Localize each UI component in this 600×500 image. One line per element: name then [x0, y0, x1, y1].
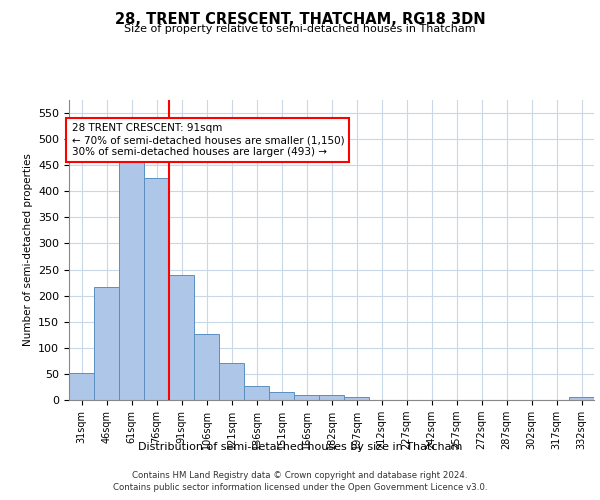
Text: Distribution of semi-detached houses by size in Thatcham: Distribution of semi-detached houses by … — [138, 442, 462, 452]
Bar — [69, 373, 94, 400]
Bar — [219, 364, 244, 400]
Text: Contains public sector information licensed under the Open Government Licence v3: Contains public sector information licen… — [113, 484, 487, 492]
Bar — [569, 398, 594, 400]
Bar — [94, 287, 119, 400]
Bar — [169, 275, 194, 400]
Bar — [269, 392, 294, 400]
Bar — [244, 386, 269, 400]
Bar — [119, 160, 144, 400]
Text: 28, TRENT CRESCENT, THATCHAM, RG18 3DN: 28, TRENT CRESCENT, THATCHAM, RG18 3DN — [115, 12, 485, 28]
Bar — [294, 395, 319, 400]
Text: Size of property relative to semi-detached houses in Thatcham: Size of property relative to semi-detach… — [124, 24, 476, 34]
Bar — [194, 334, 219, 400]
Bar — [144, 178, 169, 400]
Bar — [319, 395, 344, 400]
Bar — [344, 398, 369, 400]
Text: Contains HM Land Registry data © Crown copyright and database right 2024.: Contains HM Land Registry data © Crown c… — [132, 472, 468, 480]
Y-axis label: Number of semi-detached properties: Number of semi-detached properties — [23, 154, 32, 346]
Text: 28 TRENT CRESCENT: 91sqm
← 70% of semi-detached houses are smaller (1,150)
30% o: 28 TRENT CRESCENT: 91sqm ← 70% of semi-d… — [71, 124, 344, 156]
